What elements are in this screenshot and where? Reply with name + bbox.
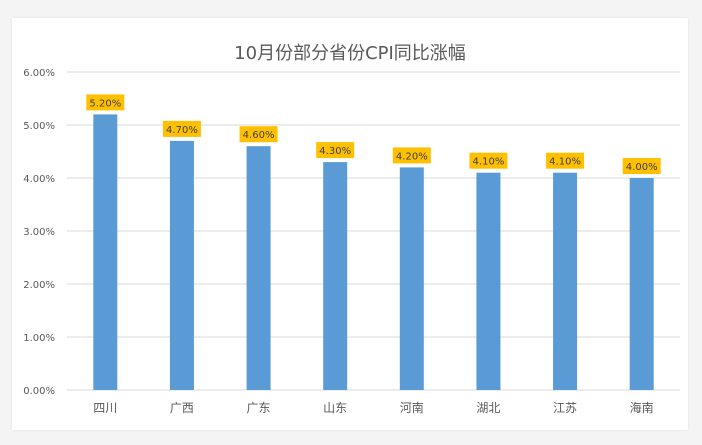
y-tick-label: 6.00% [23, 68, 55, 79]
data-label-box [546, 152, 585, 169]
y-tick-label: 0.00% [23, 386, 55, 397]
data-label-box [392, 147, 431, 164]
data-label: 4.60% [243, 130, 275, 141]
chart-card: 10月份部分省份CPI同比涨幅 0.00% 1.00% 2.00% 3.00% 4.00… [12, 18, 688, 430]
gridlines [67, 71, 680, 391]
data-label-box [622, 158, 661, 174]
bars [93, 114, 654, 391]
y-tick-label: 2.00% [23, 280, 55, 291]
bar [246, 146, 271, 390]
x-tick-label: 江苏 [553, 401, 577, 415]
data-label: 5.20% [89, 98, 121, 109]
data-label-box [162, 120, 201, 137]
bar [93, 114, 118, 391]
x-tick-label: 湖北 [476, 400, 500, 415]
x-tick-label: 广东 [247, 401, 271, 415]
data-label-box [239, 126, 278, 143]
y-tick-label: 5.00% [23, 121, 55, 132]
data-label: 4.70% [166, 125, 198, 136]
bar [629, 178, 654, 390]
x-tick-label: 海南 [630, 400, 654, 415]
data-label-box [316, 142, 355, 159]
bar [553, 172, 578, 390]
bar [476, 172, 501, 390]
y-tick-label: 1.00% [23, 333, 55, 344]
data-label: 4.00% [626, 162, 658, 173]
y-tick-label: 3.00% [23, 227, 55, 238]
data-label: 4.10% [473, 157, 505, 168]
bar [399, 167, 424, 390]
data-label-box [86, 94, 125, 111]
x-tick-label: 广西 [170, 401, 194, 415]
chart-title: 10月份部分省份CPI同比涨幅 [234, 43, 466, 64]
x-tick-label: 山东 [323, 401, 347, 415]
data-label: 4.20% [396, 151, 428, 162]
y-tick-label: 4.00% [23, 174, 55, 185]
bar [323, 162, 348, 390]
x-axis-tick-labels: 四川 广西 广东 山东 河南 湖北 江苏 海南 [93, 400, 653, 415]
bar-chart: 10月份部分省份CPI同比涨幅 0.00% 1.00% 2.00% 3.00% 4.00… [23, 43, 680, 415]
data-label: 4.30% [319, 146, 351, 157]
data-label-box [469, 152, 508, 169]
data-labels: 5.20% 4.70% 4.60% 4.30% 4.20% 4.10% 4.10% 4.00% [86, 94, 661, 174]
bar [169, 140, 194, 390]
x-tick-label: 河南 [400, 400, 424, 415]
x-tick-label: 四川 [93, 401, 117, 415]
y-axis-tick-labels: 0.00% 1.00% 2.00% 3.00% 4.00% 5.00% 6.00% [23, 68, 55, 397]
data-label: 4.10% [549, 157, 581, 168]
